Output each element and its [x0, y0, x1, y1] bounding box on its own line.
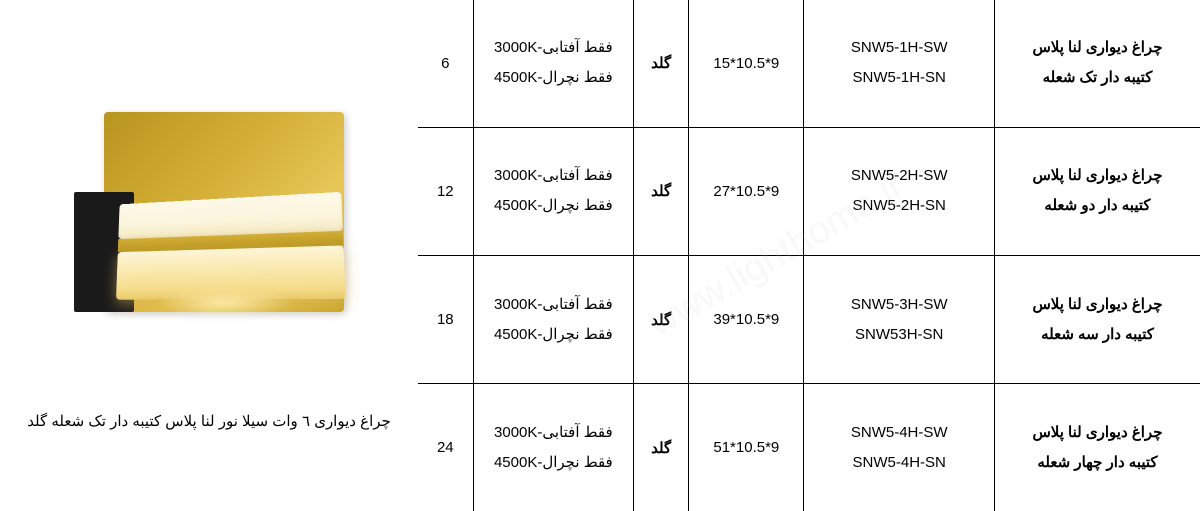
temp-line-1: فقط آفتابی-3000K [478, 161, 629, 191]
cell-model-code: SNW5-1H-SW SNW5-1H-SN [804, 0, 994, 127]
name-line-2: کتیبه دار سه شعله [999, 320, 1196, 350]
name-line-1: چراغ دیواری لنا پلاس [999, 290, 1196, 320]
name-line-2: کتیبه دار چهار شعله [999, 448, 1196, 478]
product-caption: چراغ دیواری ٦ وات سیلا نور لنا پلاس کتیب… [27, 412, 391, 430]
cell-wattage: 24 [418, 384, 473, 511]
cell-model-code: SNW5-4H-SW SNW5-4H-SN [804, 384, 994, 511]
cell-finish-color: گلد [634, 127, 689, 255]
temp-line-2: فقط نچرال-4500K [478, 448, 629, 478]
cell-model-code: SNW5-3H-SW SNW53H-SN [804, 255, 994, 383]
cell-model-code: SNW5-2H-SW SNW5-2H-SN [804, 127, 994, 255]
table-row: 18 فقط آفتابی-3000K فقط نچرال-4500K گلد … [418, 255, 1200, 383]
cell-finish-color: گلد [634, 384, 689, 511]
table-row: 6 فقط آفتابی-3000K فقط نچرال-4500K گلد 1… [418, 0, 1200, 127]
cell-dimensions: 39*10.5*9 [689, 255, 804, 383]
spec-table-column: 6 فقط آفتابی-3000K فقط نچرال-4500K گلد 1… [418, 0, 1200, 511]
lamp-lightbox [116, 191, 346, 302]
name-line-2: کتیبه دار دو شعله [999, 191, 1196, 221]
cell-color-temp: فقط آفتابی-3000K فقط نچرال-4500K [473, 255, 633, 383]
spec-table: 6 فقط آفتابی-3000K فقط نچرال-4500K گلد 1… [418, 0, 1200, 511]
name-line-1: چراغ دیواری لنا پلاس [999, 33, 1196, 63]
model-line-2: SNW5-4H-SN [808, 448, 989, 478]
model-line-1: SNW5-2H-SW [808, 161, 989, 191]
name-line-1: چراغ دیواری لنا پلاس [999, 418, 1196, 448]
cell-color-temp: فقط آفتابی-3000K فقط نچرال-4500K [473, 384, 633, 511]
model-line-1: SNW5-3H-SW [808, 290, 989, 320]
model-line-2: SNW5-1H-SN [808, 63, 989, 93]
cell-finish-color: گلد [634, 0, 689, 127]
temp-line-2: فقط نچرال-4500K [478, 320, 629, 350]
cell-dimensions: 15*10.5*9 [689, 0, 804, 127]
cell-dimensions: 27*10.5*9 [689, 127, 804, 255]
table-row: 12 فقط آفتابی-3000K فقط نچرال-4500K گلد … [418, 127, 1200, 255]
cell-dimensions: 51*10.5*9 [689, 384, 804, 511]
table-row: 24 فقط آفتابی-3000K فقط نچرال-4500K گلد … [418, 384, 1200, 511]
product-illustration [44, 82, 374, 362]
cell-color-temp: فقط آفتابی-3000K فقط نچرال-4500K [473, 0, 633, 127]
temp-line-1: فقط آفتابی-3000K [478, 33, 629, 63]
cell-color-temp: فقط آفتابی-3000K فقط نچرال-4500K [473, 127, 633, 255]
cell-finish-color: گلد [634, 255, 689, 383]
model-line-1: SNW5-1H-SW [808, 33, 989, 63]
cell-product-name: چراغ دیواری لنا پلاس کتیبه دار سه شعله [994, 255, 1200, 383]
name-line-1: چراغ دیواری لنا پلاس [999, 161, 1196, 191]
product-image-column: چراغ دیواری ٦ وات سیلا نور لنا پلاس کتیب… [0, 0, 418, 511]
lamp-glow [157, 286, 295, 318]
cell-product-name: چراغ دیواری لنا پلاس کتیبه دار دو شعله [994, 127, 1200, 255]
name-line-2: کتیبه دار تک شعله [999, 63, 1196, 93]
cell-wattage: 12 [418, 127, 473, 255]
temp-line-1: فقط آفتابی-3000K [478, 290, 629, 320]
cell-wattage: 6 [418, 0, 473, 127]
model-line-1: SNW5-4H-SW [808, 418, 989, 448]
temp-line-1: فقط آفتابی-3000K [478, 418, 629, 448]
page-container: چراغ دیواری ٦ وات سیلا نور لنا پلاس کتیب… [0, 0, 1200, 511]
model-line-2: SNW53H-SN [808, 320, 989, 350]
temp-line-2: فقط نچرال-4500K [478, 191, 629, 221]
cell-product-name: چراغ دیواری لنا پلاس کتیبه دار چهار شعله [994, 384, 1200, 511]
cell-product-name: چراغ دیواری لنا پلاس کتیبه دار تک شعله [994, 0, 1200, 127]
temp-line-2: فقط نچرال-4500K [478, 63, 629, 93]
cell-wattage: 18 [418, 255, 473, 383]
model-line-2: SNW5-2H-SN [808, 191, 989, 221]
